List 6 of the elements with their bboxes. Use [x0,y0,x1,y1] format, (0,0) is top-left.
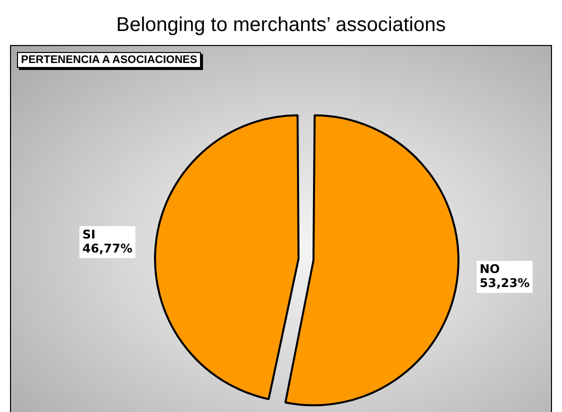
slice-label: NO [480,262,500,276]
data-label: 53,23% [480,276,530,290]
data-label: 46,77% [82,241,132,256]
chart-subtitle: PERTENENCIA A ASOCIACIONES [17,52,202,68]
slice-label: SI [82,227,96,242]
chart-title: Belonging to merchants’ associations [115,14,447,37]
